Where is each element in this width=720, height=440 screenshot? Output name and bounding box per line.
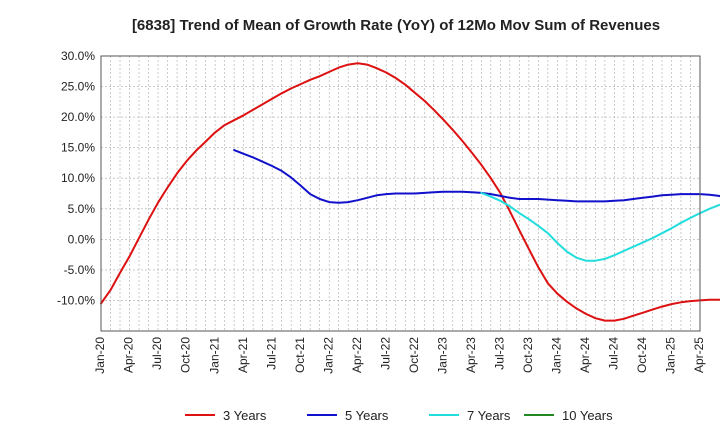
y-tick-label: -10.0% (57, 293, 95, 307)
x-tick-label: Oct-24 (635, 337, 649, 373)
x-axis: Jan-20 Apr-20 Jul-20 Oct-20 Jan-21 Apr-21 Jul-… (93, 337, 706, 374)
legend-label: 5 Years (345, 408, 389, 423)
x-tick-label: Apr-21 (236, 337, 250, 373)
x-tick-label: Jul-20 (150, 337, 164, 370)
y-tick-label: -5.0% (64, 263, 96, 277)
y-tick-label: 0.0% (68, 232, 96, 246)
y-tick-label: 5.0% (68, 202, 96, 216)
legend: 3 Years 5 Years 7 Years 10 Years (185, 408, 613, 423)
x-tick-label: Jan-21 (207, 337, 221, 374)
x-tick-label: Apr-23 (464, 337, 478, 373)
x-tick-label: Apr-25 (692, 337, 706, 373)
series-layer (100, 62, 720, 322)
x-tick-label: Jul-23 (493, 337, 507, 370)
y-tick-label: 30.0% (61, 49, 95, 63)
legend-label: 7 Years (467, 408, 511, 423)
x-tick-label: Oct-20 (179, 337, 193, 373)
x-tick-label: Oct-22 (407, 337, 421, 373)
x-tick-label: Jan-22 (321, 337, 335, 374)
x-tick-label: Oct-23 (521, 337, 535, 373)
y-tick-label: 15.0% (61, 141, 95, 155)
y-tick-label: 20.0% (61, 110, 95, 124)
series-line-3-years (100, 62, 720, 322)
y-tick-label: 10.0% (61, 171, 95, 185)
x-tick-label: Jan-23 (435, 337, 449, 374)
x-tick-label: Jan-24 (550, 337, 564, 374)
legend-label: 3 Years (223, 408, 267, 423)
x-tick-label: Oct-21 (293, 337, 307, 373)
x-tick-label: Jul-22 (378, 337, 392, 370)
x-tick-label: Jul-21 (264, 337, 278, 370)
chart-title: [6838] Trend of Mean of Growth Rate (YoY… (132, 17, 660, 34)
x-tick-label: Apr-20 (122, 337, 136, 373)
x-tick-label: Jan-20 (93, 337, 107, 374)
x-tick-label: Jan-25 (664, 337, 678, 374)
y-tick-label: 25.0% (61, 80, 95, 94)
x-tick-label: Apr-22 (350, 337, 364, 373)
x-tick-label: Jul-24 (607, 337, 621, 370)
x-tick-label: Apr-24 (578, 337, 592, 373)
grid-layer (101, 56, 700, 331)
y-axis: 30.0% 25.0% 20.0% 15.0% 10.0% 5.0% 0.0% -5.0% -1… (57, 49, 95, 307)
legend-label: 10 Years (562, 408, 613, 423)
series-line-7-years (480, 191, 720, 262)
plot-area-frame (100, 55, 701, 332)
